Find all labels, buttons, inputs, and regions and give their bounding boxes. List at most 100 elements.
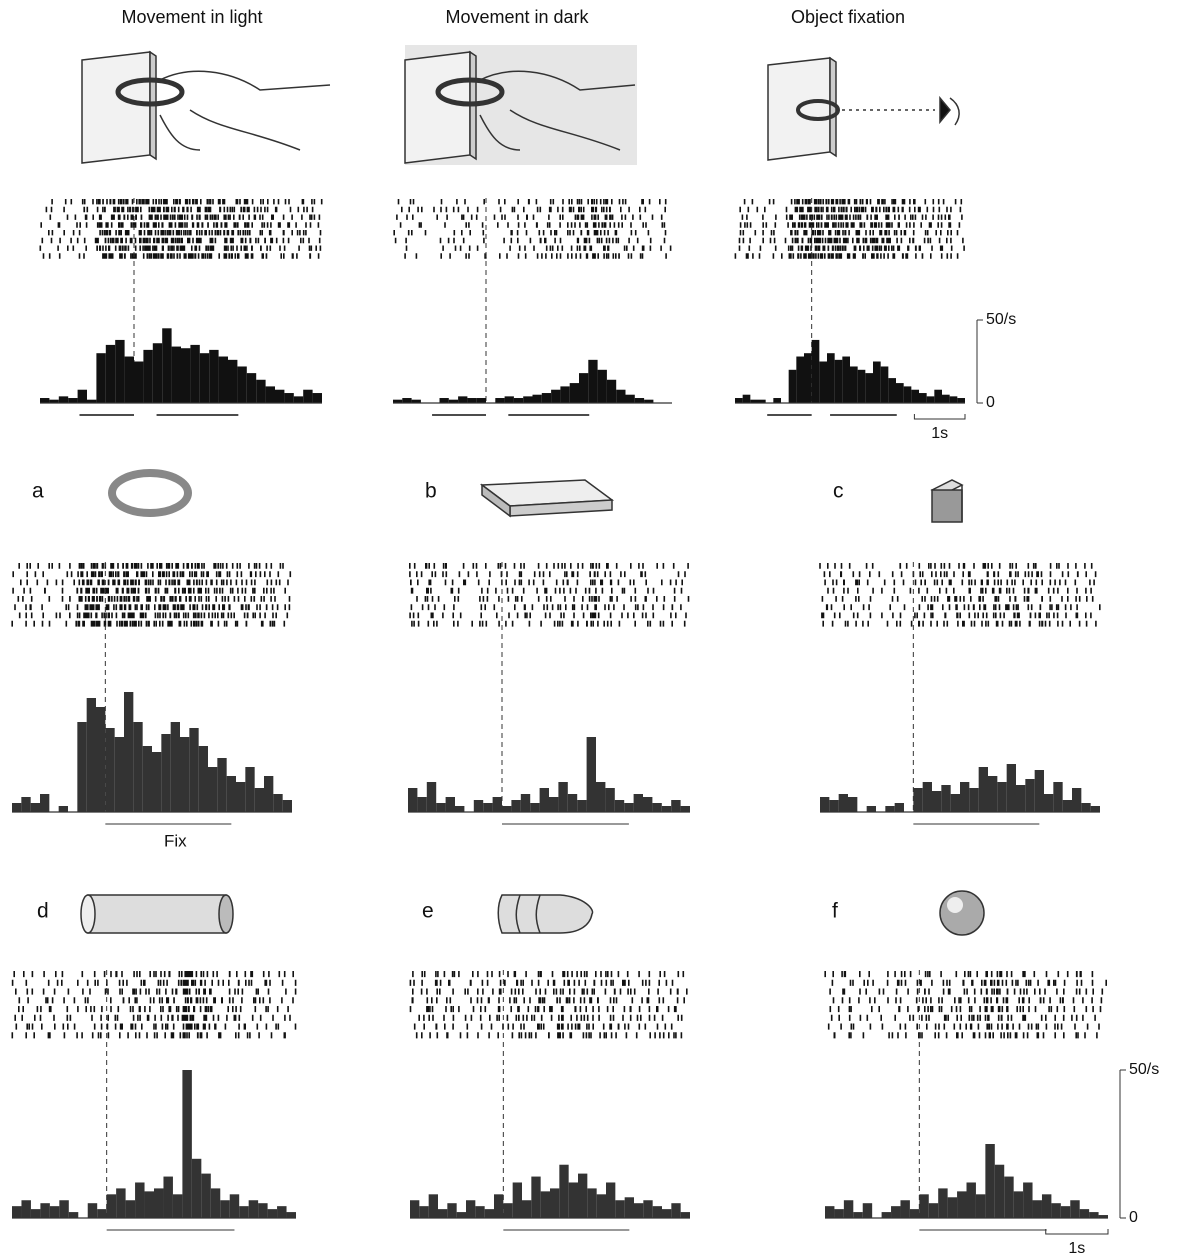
bar [172, 1194, 183, 1218]
bar [133, 722, 143, 812]
bar [588, 359, 598, 403]
raster-row [397, 199, 667, 205]
bar [862, 1203, 873, 1218]
bar [448, 399, 459, 403]
bar [932, 791, 942, 812]
bar [644, 399, 654, 403]
bar [857, 369, 866, 403]
raster-row [415, 1032, 683, 1039]
bar [1013, 1191, 1024, 1218]
raster-row [825, 604, 1101, 611]
bar [616, 389, 626, 403]
bar [624, 1197, 634, 1218]
bar [116, 1188, 126, 1218]
panel: b [408, 480, 690, 825]
raster-row [418, 1014, 683, 1021]
bar [513, 398, 524, 403]
bar [586, 737, 596, 812]
bar [827, 353, 835, 403]
bar [891, 1206, 901, 1218]
panel-letter: a [32, 480, 44, 503]
raster-row [405, 245, 672, 251]
bar [742, 394, 751, 403]
raster-row [18, 1006, 289, 1013]
bar [144, 1191, 154, 1218]
bar [1070, 1200, 1080, 1218]
bar [1090, 806, 1100, 812]
bar [105, 344, 116, 403]
raster-row [45, 206, 314, 213]
bar [455, 806, 465, 812]
bar [198, 746, 208, 812]
bar [671, 1203, 681, 1218]
raster-row [17, 596, 291, 602]
cylinder-object [80, 894, 234, 934]
raster-row [48, 230, 322, 236]
bar [919, 1194, 929, 1218]
bar [182, 1070, 192, 1218]
bar [911, 389, 919, 403]
bar [577, 800, 587, 812]
bar [473, 800, 484, 812]
bar [245, 767, 255, 812]
bar [662, 1209, 672, 1218]
column-title: Movement in dark [445, 7, 589, 27]
bar [254, 788, 264, 812]
bar [447, 1203, 457, 1218]
bar [458, 396, 468, 403]
bar [850, 366, 858, 403]
raster-row [743, 199, 963, 205]
bar [59, 1200, 69, 1218]
bar [569, 383, 579, 403]
raster-row [738, 237, 964, 244]
raster-row [51, 199, 323, 205]
bar [788, 369, 797, 403]
bar [820, 797, 830, 812]
bar [652, 803, 662, 812]
bar [40, 1203, 50, 1218]
bar [239, 1206, 249, 1218]
raster-row [412, 988, 688, 995]
bar [476, 398, 486, 403]
epoch-label: Fix [164, 831, 187, 850]
bar [1023, 1182, 1033, 1218]
raster-row [833, 1032, 1098, 1039]
raster-row [409, 612, 687, 619]
bar [170, 722, 180, 812]
bar [520, 794, 531, 812]
bar [1053, 782, 1063, 812]
bar [226, 776, 236, 812]
raster-row [409, 571, 686, 578]
bar [503, 1203, 513, 1218]
raster-row [739, 206, 962, 213]
bar [114, 737, 124, 812]
bar [1044, 794, 1054, 812]
raster-row [396, 214, 663, 220]
raster-row [410, 587, 683, 594]
bar [880, 366, 889, 403]
bar [1060, 1206, 1071, 1218]
bar [606, 379, 617, 403]
bar [494, 1194, 504, 1218]
bar [606, 1182, 616, 1218]
bar [896, 383, 904, 403]
bar [87, 399, 97, 403]
bar [928, 1203, 939, 1218]
bar [143, 349, 153, 403]
bar [750, 399, 758, 403]
bar [994, 1164, 1005, 1218]
bar [532, 394, 542, 403]
bar [106, 1194, 117, 1218]
bar [21, 1200, 31, 1218]
bar [438, 1209, 448, 1218]
bar [922, 782, 932, 812]
raster-row [822, 620, 1097, 627]
panel-letter: c [833, 480, 844, 503]
raster-row [738, 245, 965, 251]
bar [819, 361, 827, 403]
raster-row [829, 1006, 1102, 1013]
bar [402, 398, 412, 403]
bar [77, 389, 87, 403]
bar [77, 722, 87, 812]
bar [191, 1158, 202, 1218]
